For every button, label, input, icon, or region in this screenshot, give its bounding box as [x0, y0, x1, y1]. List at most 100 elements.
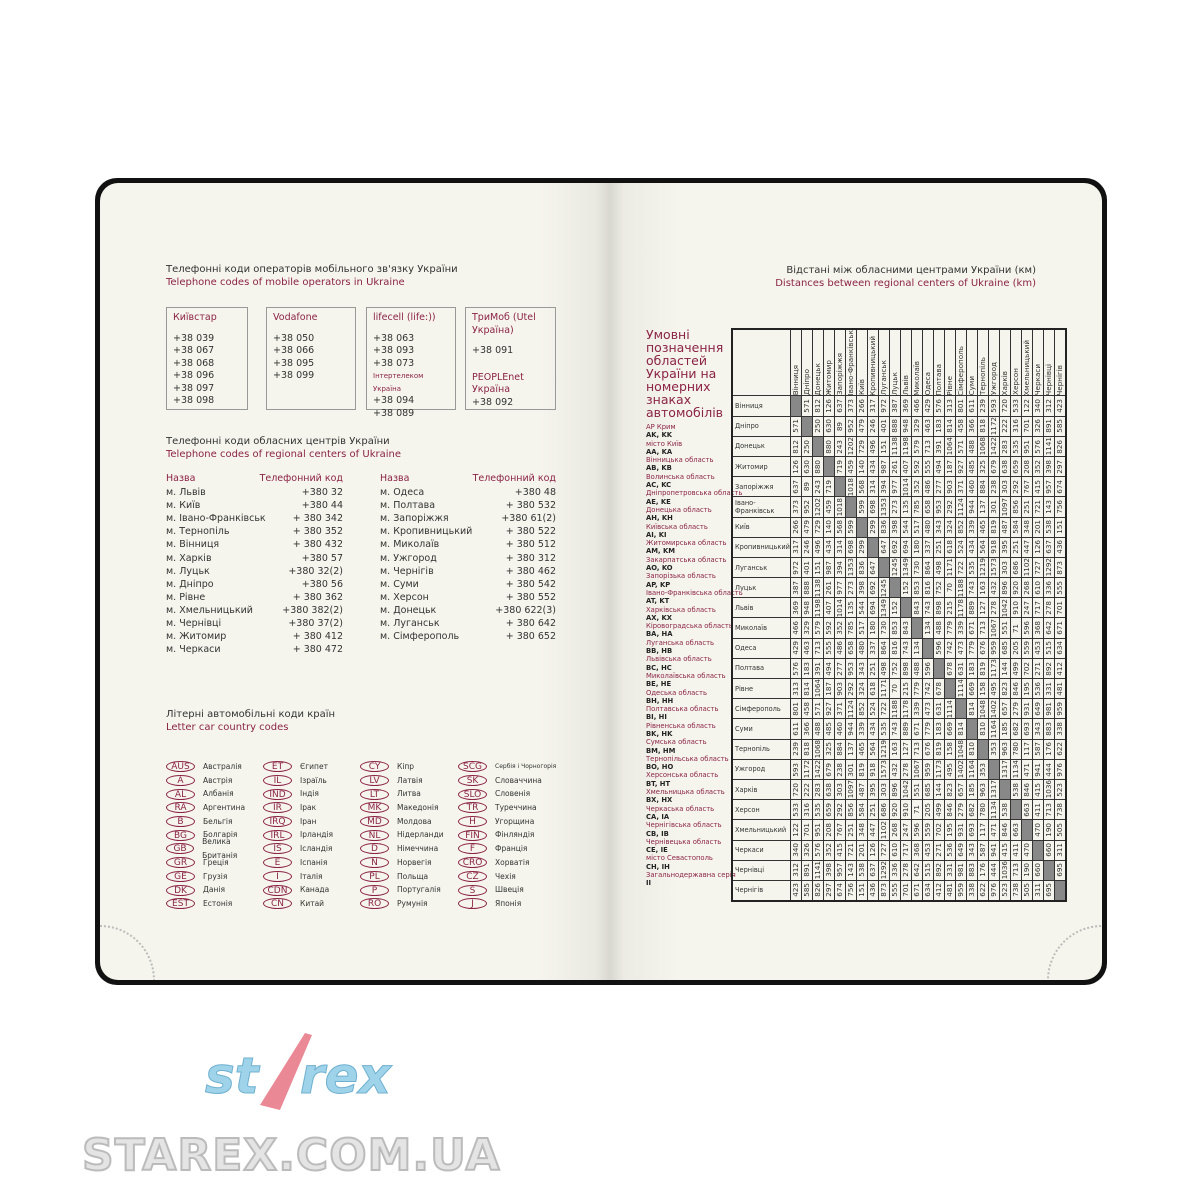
country-code-badge: J	[458, 898, 487, 910]
table-row: Кропивницький 317 246 496 434 314 698 299 647 692…	[731, 536, 1067, 558]
distance-value: 692	[867, 580, 877, 595]
country-code-badge: IS	[263, 843, 292, 855]
distance-cell: 559	[1020, 637, 1033, 659]
country-row: AUS Австралія	[166, 760, 266, 774]
mobile-title-ua: Телефонні коди операторів мобільного зв'…	[166, 264, 458, 275]
distance-cell: 271	[932, 839, 945, 861]
column-header: Рівне	[943, 328, 956, 397]
distance-value: 1349	[878, 598, 888, 618]
distance-value: 692	[889, 540, 899, 555]
region-name: Волинська область	[646, 472, 715, 481]
distance-value: 686	[878, 802, 888, 817]
distance-cell: 251	[1020, 496, 1033, 518]
distance-value: 634	[922, 883, 932, 898]
distance-value: 195	[1021, 681, 1031, 696]
distance-cell: 246	[866, 415, 879, 437]
distance-cell: 523	[1053, 778, 1067, 801]
distance-cell: 637	[1042, 536, 1055, 558]
distance-value: 266	[790, 520, 800, 534]
distance-value: 743	[966, 580, 976, 595]
distance-value: 279	[955, 802, 965, 817]
distance-cell: 959	[954, 879, 967, 902]
distance-cell: 481	[1053, 678, 1067, 700]
table-row: Черкаси 340 326 576 352 415 721 201 126 727 610 717…	[731, 839, 1067, 861]
distance-cell: 1402	[954, 758, 967, 780]
distance-value: 471	[988, 823, 998, 837]
distance-value: 638	[999, 459, 1009, 474]
distance-value: 719	[823, 479, 833, 494]
distance-value: 1036	[1043, 780, 1053, 799]
region-name: Чернівецька область	[646, 837, 722, 846]
distance-value: 892	[1043, 661, 1053, 676]
distance-cell: 743	[921, 597, 934, 619]
diagonal-cell	[987, 758, 1000, 780]
distance-value: 948	[801, 601, 811, 615]
column-header: Миколаїв	[910, 328, 923, 397]
distance-cell: 473	[954, 637, 967, 659]
distance-value: 685	[999, 641, 1009, 656]
distance-cell: 317	[866, 395, 879, 417]
distance-value: 896	[999, 580, 1009, 595]
distance-value: 941	[1032, 762, 1042, 777]
table-row: Дніпро 571 250 630 89 952 479 246 401 888 948 329 46…	[731, 415, 1067, 437]
distance-value: 215	[944, 601, 954, 615]
distance-cell: 316	[800, 799, 813, 821]
distance-cell: 660	[1031, 859, 1044, 881]
distance-cell: 303	[833, 778, 846, 801]
distance-value: 205	[1010, 641, 1020, 656]
distance-value: 678	[933, 681, 943, 696]
region-name: місто Севастополь	[646, 854, 713, 863]
column-header: Тернопіль	[976, 328, 989, 397]
regional-title-ua: Телефонні коди обласних центрів України	[166, 436, 390, 447]
distance-cell: 682	[1009, 718, 1022, 740]
distance-value: 144	[933, 782, 943, 797]
country-row: GR Греція	[166, 856, 266, 870]
region-plate-code: BE, HE	[646, 680, 672, 689]
distance-value: 348	[1021, 520, 1031, 534]
distance-cell: 208	[1020, 455, 1033, 478]
operator-name: Інтертелеком Україна	[373, 372, 424, 393]
operator-code: +38 094	[373, 395, 415, 406]
distance-value: 826	[1054, 439, 1064, 454]
distance-value: 317	[867, 399, 877, 413]
distance-cell: 785	[910, 496, 923, 518]
distance-value: 251	[933, 540, 943, 555]
row-city: Івано-Франківськ	[731, 496, 791, 518]
distance-cell: 1067	[987, 617, 1000, 639]
distance-value: 663	[1010, 823, 1020, 837]
country-name: Латвія	[397, 775, 423, 785]
distance-cell: 515	[921, 859, 934, 881]
country-name: Китай	[300, 898, 325, 908]
distance-cell: 544	[855, 597, 868, 619]
distance-cell: 812	[811, 395, 824, 417]
column-header: Полтава	[932, 328, 945, 397]
distance-cell: 387	[789, 577, 802, 599]
distance-cell: 611	[965, 395, 978, 417]
distance-cell: 663	[1009, 819, 1022, 841]
distance-value: 163	[889, 742, 899, 757]
distance-cell: 201	[1031, 516, 1044, 538]
distance-cell: 215	[899, 678, 912, 700]
distance-value: 395	[999, 540, 1009, 555]
distance-value: 135	[845, 601, 855, 615]
distance-cell: 836	[855, 556, 868, 579]
distance-cell: 144	[932, 778, 945, 801]
distance-value: 931	[1021, 701, 1031, 716]
operator-box: Vodafone +38 050 +38 066 +38 095 +38 099	[266, 307, 356, 410]
distance-cell: 1164	[987, 718, 1000, 740]
distance-cell: 767	[833, 819, 846, 841]
distance-cell: 1114	[954, 678, 967, 700]
distance-cell: 918	[866, 758, 879, 780]
distance-cell: 694	[866, 597, 879, 619]
distance-cell: 251	[1009, 536, 1022, 558]
operator-code: +38 099	[273, 370, 315, 381]
distance-cell: 470	[1020, 839, 1033, 861]
distance-value: 678	[944, 661, 954, 676]
distance-cell: 544	[899, 516, 912, 538]
distance-value: 679	[988, 459, 998, 474]
country-code-badge: IRL	[263, 829, 292, 841]
distance-cell: 312	[1042, 395, 1055, 417]
distance-value: 303	[834, 782, 844, 797]
distance-cell: 671	[910, 879, 923, 902]
distance-value: 1402	[955, 760, 965, 779]
